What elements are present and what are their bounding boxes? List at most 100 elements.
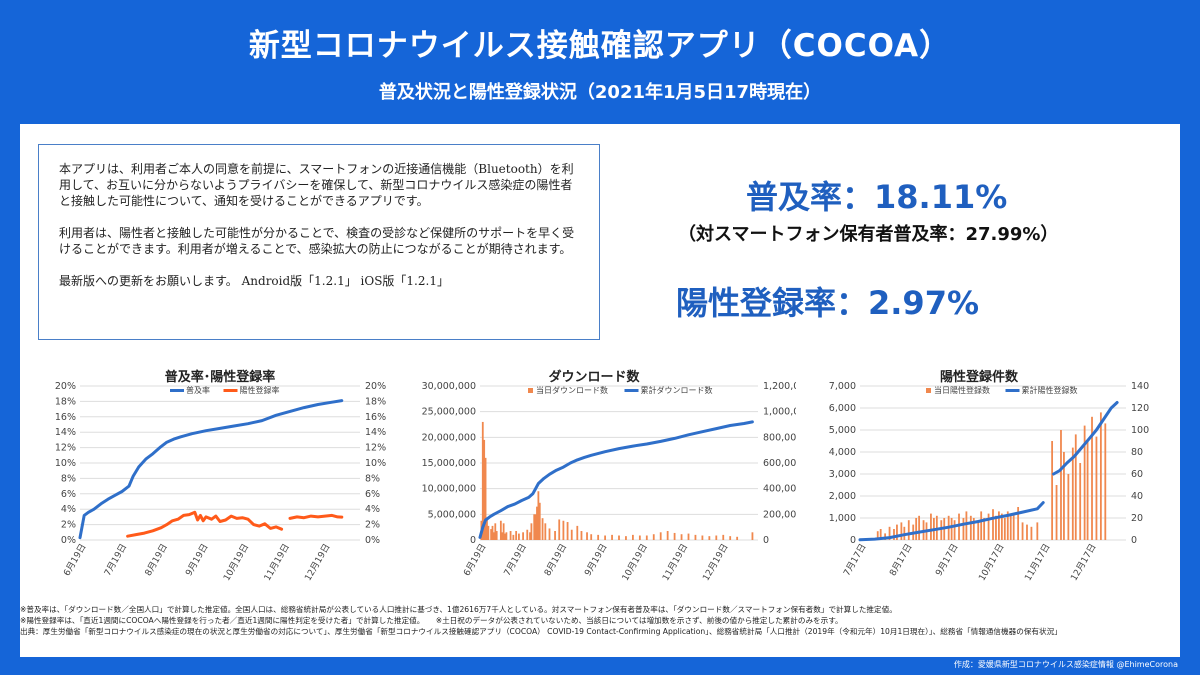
y-right-tick-label: 16% <box>365 412 386 423</box>
y-left-tick-label: 5,000 <box>829 425 856 436</box>
bar <box>522 532 524 540</box>
y-left-tick-label: 3,000 <box>829 469 856 480</box>
bar <box>570 529 573 540</box>
y-left-tick-label: 7,000 <box>829 381 856 392</box>
bar <box>562 520 565 540</box>
bar <box>486 519 488 540</box>
bar <box>611 534 613 540</box>
legend-label: 累計ダウンロード数 <box>641 385 713 395</box>
download-chart: 0 5,000,000 10,000,000 15,000,000 20,000,000… <box>422 381 796 583</box>
bar <box>566 522 569 540</box>
bar <box>930 513 932 540</box>
legend-label: 累計陽性登録数 <box>1022 385 1078 395</box>
y-right-tick-label: 14% <box>365 427 386 438</box>
y-right-tick-label: 0% <box>365 535 380 546</box>
bar <box>501 532 504 540</box>
y-left-tick-label: 8% <box>61 473 76 484</box>
bar <box>876 531 879 540</box>
bar <box>590 534 593 540</box>
y-right-tick-label: 60 <box>1131 469 1143 480</box>
x-tick-label: 10月17日 <box>977 542 1007 583</box>
bar <box>1104 423 1107 540</box>
x-tick-label: 9月19日 <box>183 542 210 578</box>
bar <box>536 506 538 540</box>
bar <box>1000 513 1003 540</box>
adoption-rate: 普及率：18.11% <box>746 178 1008 216</box>
y-left-tick-label: 6,000 <box>829 403 856 414</box>
y-left-tick-label: 5,000,000 <box>428 509 476 520</box>
y-left-tick-label: 0 <box>850 535 856 546</box>
bar <box>625 536 627 540</box>
y-left-tick-label: 4% <box>61 504 76 515</box>
x-tick-label: 7月17日 <box>841 542 868 578</box>
y-right-tick-label: 4% <box>365 504 380 515</box>
bar <box>484 457 487 540</box>
y-right-tick-label: 80 <box>1131 447 1143 458</box>
y-right-tick-label: 40 <box>1131 491 1143 502</box>
bar <box>505 532 508 540</box>
bar <box>1074 434 1077 540</box>
series-line <box>1052 401 1119 476</box>
y-left-tick-label: 1,000 <box>829 513 856 524</box>
x-tick-label: 8月19日 <box>542 542 569 578</box>
bar <box>659 532 662 540</box>
y-left-tick-label: 2% <box>61 520 76 531</box>
series-line <box>478 420 754 539</box>
x-tick-label: 9月17日 <box>933 542 960 578</box>
y-right-tick-label: 400,000 <box>763 484 796 495</box>
positive-chart: 0 1,000 2,000 3,000 4,000 5,000 6,000 7,000 0 20 4… <box>829 381 1149 583</box>
x-tick-label: 12月19日 <box>303 542 333 583</box>
x-tick-label: 11月17日 <box>1023 542 1053 583</box>
bar <box>1086 441 1089 540</box>
bar <box>526 529 529 540</box>
series-line <box>78 399 344 540</box>
bar <box>687 533 690 540</box>
bar <box>534 514 537 540</box>
adoption-chart: 0% 2% 4% 6% 8% 10% 12% 14% 16% 18% 20% 0% 2% 4% 6% 8% 10… <box>55 381 386 583</box>
bar <box>548 528 551 540</box>
bar <box>558 519 561 540</box>
bar <box>1036 522 1039 540</box>
footnote-1: ※普及率は、「ダウンロード数／全国人口」で計算した推定値。全国人口は、総務省統計… <box>20 605 897 614</box>
bar <box>879 529 882 540</box>
y-left-tick-label: 14% <box>55 427 76 438</box>
bar <box>1060 430 1062 540</box>
y-left-tick-label: 0% <box>61 535 76 546</box>
bar <box>918 515 921 540</box>
bar <box>736 536 739 540</box>
bar <box>530 523 533 540</box>
bar <box>722 534 725 540</box>
bar <box>953 520 956 540</box>
series-line <box>858 501 1045 542</box>
x-tick-label: 12月17日 <box>1069 542 1099 583</box>
bar <box>1051 441 1054 540</box>
y-left-tick-label: 20% <box>55 381 76 392</box>
series-line <box>126 510 284 538</box>
y-left-tick-label: 10% <box>55 458 76 469</box>
page-title: 新型コロナウイルス接触確認アプリ（COCOA） <box>248 28 952 64</box>
bar <box>490 529 493 540</box>
bar <box>995 515 997 540</box>
y-right-tick-label: 8% <box>365 473 380 484</box>
bar <box>729 536 732 540</box>
footnotes: ※普及率は、「ダウンロード数／全国人口」で計算した推定値。全国人口は、総務省統計… <box>20 604 1180 637</box>
y-right-tick-label: 800,000 <box>763 432 796 443</box>
bar <box>512 534 515 540</box>
x-tick-label: 12月19日 <box>701 542 731 583</box>
x-tick-label: 11月19日 <box>262 542 292 583</box>
bar <box>586 532 588 540</box>
y-right-tick-label: 0 <box>1131 535 1137 546</box>
bar <box>1012 513 1015 540</box>
y-right-tick-label: 100 <box>1131 425 1149 436</box>
bar <box>980 511 983 540</box>
bar <box>554 531 556 540</box>
bar <box>987 513 990 540</box>
y-left-tick-label: 25,000,000 <box>422 407 476 418</box>
y-left-tick-label: 12% <box>55 443 76 454</box>
bar <box>666 531 669 540</box>
y-left-tick-label: 2,000 <box>829 491 856 502</box>
bar <box>751 532 754 540</box>
chart-2-title: ダウンロード数 <box>548 370 640 385</box>
bar <box>888 526 891 540</box>
x-tick-label: 10月19日 <box>221 542 251 583</box>
